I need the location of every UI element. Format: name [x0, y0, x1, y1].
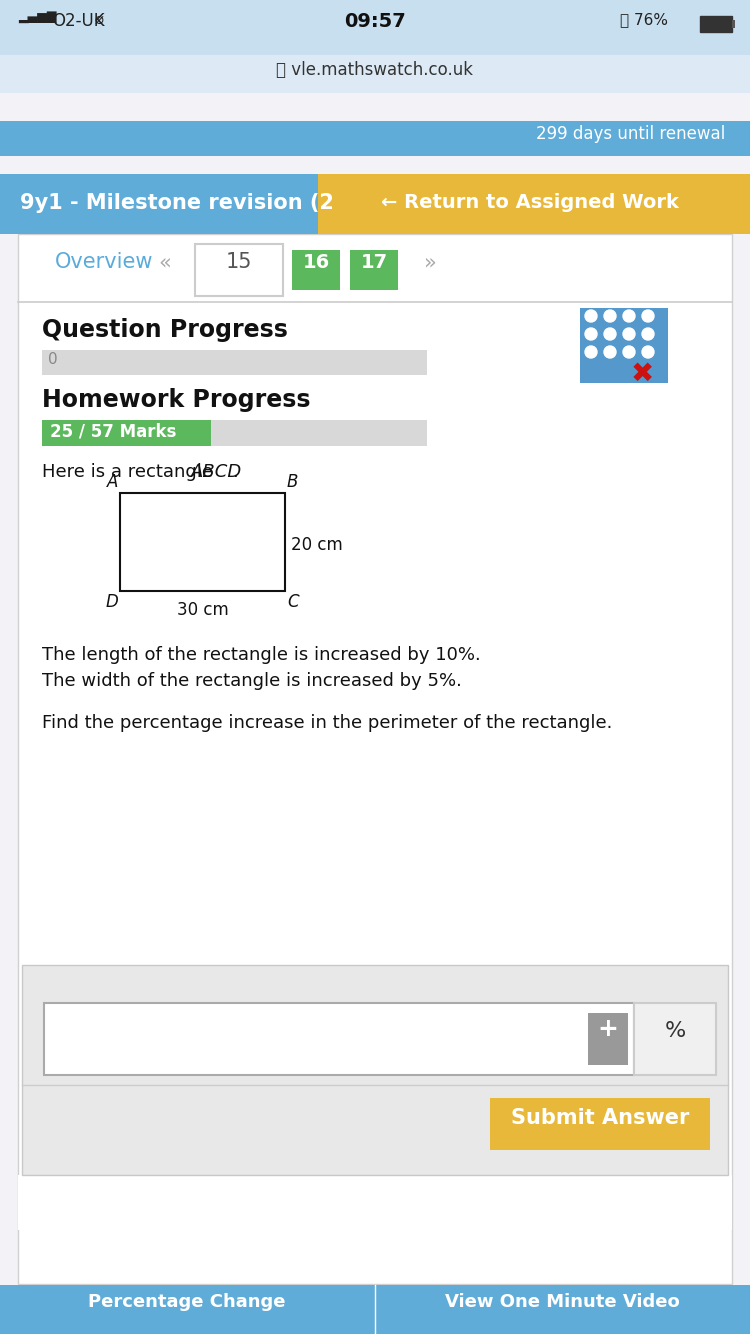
- Bar: [44, 1003, 634, 1075]
- Text: Here is a rectangle: Here is a rectangle: [42, 463, 219, 482]
- Bar: [490, 1098, 710, 1150]
- Bar: [634, 1003, 716, 1075]
- Text: 15: 15: [226, 252, 252, 272]
- Text: «: «: [159, 252, 171, 272]
- Circle shape: [623, 309, 635, 321]
- Bar: [350, 249, 398, 289]
- Bar: [42, 420, 211, 446]
- Text: 20 cm: 20 cm: [291, 536, 343, 554]
- Text: 🔒 vle.mathswatch.co.uk: 🔒 vle.mathswatch.co.uk: [277, 61, 473, 79]
- Bar: [0, 93, 750, 121]
- Text: Homework Progress: Homework Progress: [42, 388, 310, 412]
- Text: +: +: [598, 1017, 619, 1041]
- Text: .: .: [232, 463, 238, 482]
- Bar: [42, 420, 427, 446]
- Circle shape: [585, 328, 597, 340]
- Bar: [0, 0, 750, 55]
- Bar: [0, 1285, 375, 1334]
- Bar: [588, 1013, 628, 1065]
- Text: ← Return to Assigned Work: ← Return to Assigned Work: [381, 193, 679, 212]
- Text: Question Progress: Question Progress: [42, 317, 288, 342]
- Text: Percentage Change: Percentage Change: [88, 1293, 286, 1311]
- Bar: [120, 494, 285, 591]
- Bar: [702, 17, 730, 29]
- Text: 299 days until renewal: 299 days until renewal: [536, 125, 725, 143]
- Text: ABCD: ABCD: [191, 463, 242, 482]
- Circle shape: [642, 328, 654, 340]
- Bar: [732, 20, 735, 28]
- Text: ✖: ✖: [630, 360, 653, 388]
- Text: ⏰ 76%: ⏰ 76%: [620, 12, 668, 27]
- Text: ▂▄▆▇: ▂▄▆▇: [18, 9, 56, 23]
- Text: 25 / 57 Marks: 25 / 57 Marks: [50, 423, 176, 442]
- Bar: [292, 249, 340, 289]
- Text: View One Minute Video: View One Minute Video: [445, 1293, 680, 1311]
- Circle shape: [623, 328, 635, 340]
- Bar: [18, 1175, 732, 1230]
- Bar: [42, 350, 427, 375]
- Text: Find the percentage increase in the perimeter of the rectangle.: Find the percentage increase in the peri…: [42, 714, 612, 732]
- Text: O2-UK: O2-UK: [52, 12, 104, 29]
- Bar: [580, 308, 668, 383]
- Circle shape: [642, 309, 654, 321]
- Circle shape: [604, 328, 616, 340]
- Bar: [0, 156, 750, 173]
- Bar: [22, 964, 728, 1175]
- Text: B: B: [287, 474, 298, 491]
- Text: %: %: [664, 1021, 686, 1041]
- Text: 09:57: 09:57: [344, 12, 406, 31]
- Text: 17: 17: [361, 253, 388, 272]
- Text: A: A: [106, 474, 118, 491]
- Text: 9y1 - Milestone revision (2: 9y1 - Milestone revision (2: [20, 193, 334, 213]
- Circle shape: [623, 346, 635, 358]
- Bar: [375, 1285, 750, 1334]
- Circle shape: [642, 346, 654, 358]
- Text: ⌀: ⌀: [90, 12, 104, 27]
- Bar: [0, 121, 750, 156]
- Text: D: D: [105, 594, 118, 611]
- Text: C: C: [287, 594, 298, 611]
- Bar: [318, 173, 750, 233]
- Circle shape: [604, 309, 616, 321]
- Bar: [700, 16, 732, 32]
- Text: Overview: Overview: [55, 252, 154, 272]
- Circle shape: [585, 346, 597, 358]
- Text: 0: 0: [48, 352, 58, 367]
- Bar: [18, 233, 732, 1285]
- Bar: [195, 244, 283, 296]
- Text: Submit Answer: Submit Answer: [511, 1109, 689, 1129]
- Circle shape: [604, 346, 616, 358]
- Bar: [0, 173, 750, 233]
- Text: The width of the rectangle is increased by 5%.: The width of the rectangle is increased …: [42, 672, 462, 690]
- Bar: [0, 55, 750, 93]
- Text: 16: 16: [302, 253, 330, 272]
- Circle shape: [585, 309, 597, 321]
- Text: The length of the rectangle is increased by 10%.: The length of the rectangle is increased…: [42, 646, 481, 664]
- Text: 30 cm: 30 cm: [177, 602, 228, 619]
- Text: »: »: [424, 252, 436, 272]
